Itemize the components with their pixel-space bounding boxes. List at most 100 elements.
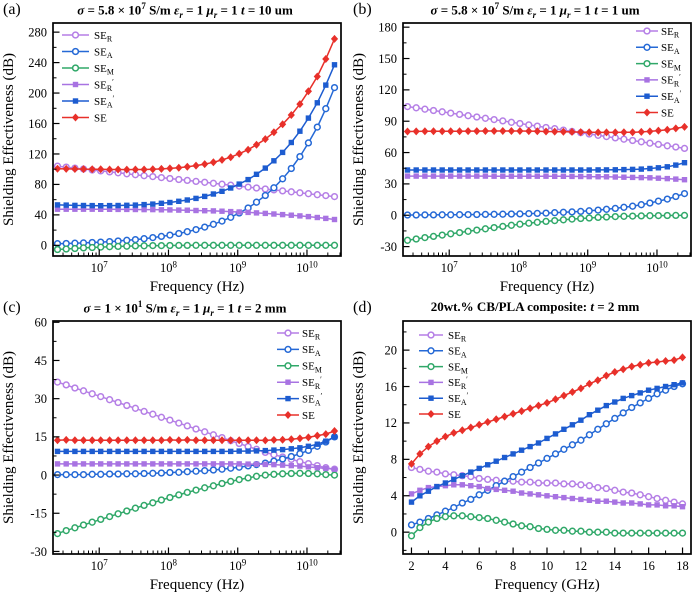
legend-label-se-m: SEM	[94, 63, 114, 77]
series-se-a-prime	[54, 434, 338, 455]
y-tick-label: 30	[385, 177, 398, 191]
y-tick-label: 180	[378, 20, 397, 34]
x-tick-label: 1010	[646, 260, 668, 276]
plot-box	[402, 22, 692, 257]
panel-c: (c) σ = 1 × 101 S/m εr = 1 μr = 1 t = 2 …	[0, 298, 350, 596]
series-se-a-prime	[54, 62, 338, 209]
panel-a: (a) σ = 5.8 × 107 S/m εr = 1 μr = 1 t = …	[0, 0, 350, 298]
panel-label-b: (b)	[353, 1, 372, 18]
series-se-a-prime	[404, 160, 688, 173]
y-tick-label: 160	[28, 117, 47, 131]
legend-label-se-a-prime: SEA′	[94, 94, 115, 110]
series-se-a-prime	[408, 380, 686, 505]
x-tick-label: 18	[676, 559, 689, 573]
y-tick-label: -30	[30, 545, 47, 559]
series-se-r-prime	[404, 173, 688, 183]
y-tick-label: 15	[35, 430, 48, 444]
series-se	[53, 34, 339, 174]
y-tick-label: 40	[35, 208, 48, 222]
chart-c: 107 108 109 1010 -30 -15 0 15 30 45 60 Frequency (H…	[1, 316, 342, 593]
series-se-m	[403, 211, 689, 244]
y-tick-label: 30	[35, 392, 48, 406]
series-se-m	[53, 469, 339, 538]
y-axis-label: Shielding Effectiveness (dB)	[351, 53, 367, 226]
x-tick-label: 108	[160, 558, 178, 574]
panel-d: (d) 20wt.% CB/PLA composite: t = 2 mm 2 4…	[350, 298, 700, 596]
x-axis-label: Frequency (GHz)	[494, 577, 599, 593]
x-tick-label: 14	[609, 559, 622, 573]
panel-title-c: σ = 1 × 101 S/m εr = 1 μr = 1 t = 2 mm	[83, 299, 287, 318]
legend-label-se-a-prime: SEA′	[661, 89, 682, 105]
chart-a: 107 108 109 1010 0 40 80 120 160 200 240 280 Frequen…	[1, 22, 342, 295]
y-tick-label: 90	[385, 115, 398, 129]
legend-label-se-m: SEM	[448, 361, 468, 375]
x-axis-label: Frequency (Hz)	[150, 279, 245, 295]
legend-label-se: SE	[302, 410, 315, 422]
y-tick-label: -30	[380, 240, 397, 254]
y-tick-label: -15	[30, 507, 47, 521]
legend-label-se-r-prime: SER′	[94, 77, 114, 93]
chart-d: 2 4 6 8 10 12 14 16 18 0 4 8 12 16 20 Frequency (GHz) Sh…	[351, 320, 692, 593]
chart-b: 107 108 109 1010 -30 0 30 60 90 120 150 180 Frequenc…	[351, 20, 692, 295]
legend-label-se-a: SEA	[302, 344, 321, 358]
y-tick-label: 45	[35, 354, 48, 368]
legend-label-se-a-prime: SEA′	[448, 391, 469, 407]
series-se-m	[53, 241, 339, 254]
legend-label-se-r: SER	[302, 328, 321, 342]
y-tick-label: 0	[391, 525, 397, 539]
y-tick-label: 0	[391, 209, 397, 223]
y-tick-label: 240	[28, 56, 47, 70]
y-tick-label: 280	[28, 25, 47, 39]
x-tick-label: 108	[510, 260, 528, 276]
y-tick-label: 120	[378, 83, 397, 97]
y-tick-label: 8	[391, 453, 397, 467]
x-tick-label: 2	[408, 559, 414, 573]
panel-label-a: (a)	[3, 1, 21, 18]
legend-label-se: SE	[661, 107, 674, 119]
y-tick-label: 12	[385, 416, 398, 430]
y-tick-label: 16	[385, 380, 398, 394]
y-tick-label: 60	[35, 316, 48, 330]
plot-box	[52, 320, 342, 555]
legend-label-se: SE	[448, 409, 461, 421]
x-tick-label: 109	[229, 260, 247, 276]
y-tick-label: 20	[385, 343, 398, 357]
plot-box	[52, 22, 342, 257]
x-tick-label: 108	[160, 260, 178, 276]
x-tick-label: 6	[476, 559, 482, 573]
panel-b: (b) σ = 5.8 × 107 S/m εr = 1 μr = 1 t = …	[350, 0, 700, 298]
x-axis-label: Frequency (Hz)	[150, 577, 245, 593]
legend-label-se-r-prime: SER′	[661, 73, 681, 89]
y-tick-label: 0	[41, 239, 47, 253]
y-tick-label: 150	[378, 52, 397, 66]
legend-label-se-a-prime: SEA′	[302, 391, 323, 407]
y-tick-label: 80	[35, 178, 48, 192]
y-axis-label: Shielding Effectiveness (dB)	[1, 351, 17, 524]
series-se-r-prime	[408, 482, 686, 510]
series-se-a	[53, 83, 339, 248]
y-tick-label: 4	[391, 489, 398, 503]
y-tick-label: 0	[41, 468, 47, 482]
legend-label-se-a: SEA	[94, 46, 113, 60]
x-tick-label: 8	[510, 559, 516, 573]
legend-label-se-r: SER	[448, 330, 467, 344]
legend-label-se: SE	[94, 112, 107, 124]
y-tick-label: 60	[385, 146, 398, 160]
legend-label-se-r-prime: SER′	[302, 375, 322, 391]
x-tick-label: 109	[579, 260, 597, 276]
legend-label-se-m: SEM	[302, 361, 322, 375]
series-se-r-prime	[54, 206, 338, 223]
x-tick-label: 1010	[296, 558, 318, 574]
y-tick-label: 200	[28, 86, 47, 100]
series-se-r-prime	[54, 461, 338, 472]
x-tick-label: 107	[441, 260, 459, 276]
panel-label-c: (c)	[3, 299, 21, 316]
legend-label-se-r: SER	[94, 30, 113, 44]
x-tick-label: 1010	[296, 260, 318, 276]
legend-label-se-r-prime: SER′	[448, 375, 468, 391]
